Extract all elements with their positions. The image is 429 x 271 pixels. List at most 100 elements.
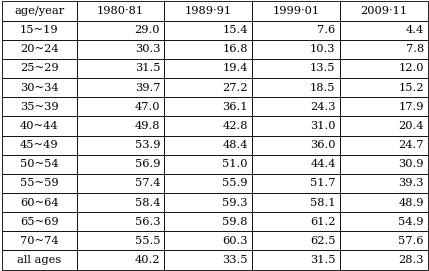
- Bar: [164, 97, 252, 116]
- Text: 61.2: 61.2: [310, 217, 335, 227]
- Bar: [77, 78, 164, 97]
- Text: 10.3: 10.3: [310, 44, 335, 54]
- Text: 31.5: 31.5: [135, 63, 160, 73]
- Text: 65~69: 65~69: [20, 217, 59, 227]
- Bar: [340, 231, 428, 250]
- Bar: [340, 155, 428, 174]
- Text: 50~54: 50~54: [20, 159, 59, 169]
- Text: 31.5: 31.5: [310, 255, 335, 265]
- Bar: [77, 97, 164, 116]
- Bar: [252, 78, 340, 97]
- Bar: [2, 250, 77, 270]
- Text: 15.4: 15.4: [222, 25, 248, 35]
- Text: 40~44: 40~44: [20, 121, 59, 131]
- Bar: [164, 116, 252, 136]
- Bar: [252, 250, 340, 270]
- Text: 27.2: 27.2: [222, 83, 248, 93]
- Bar: [252, 21, 340, 40]
- Text: age/year: age/year: [14, 6, 64, 16]
- Bar: [340, 250, 428, 270]
- Text: 60.3: 60.3: [222, 236, 248, 246]
- Text: 44.4: 44.4: [310, 159, 335, 169]
- Bar: [77, 212, 164, 231]
- Text: 49.8: 49.8: [135, 121, 160, 131]
- Text: 1999·01: 1999·01: [272, 6, 320, 16]
- Text: 58.4: 58.4: [135, 198, 160, 208]
- Text: 42.8: 42.8: [222, 121, 248, 131]
- Bar: [164, 155, 252, 174]
- Bar: [2, 116, 77, 136]
- Text: 56.3: 56.3: [135, 217, 160, 227]
- Text: 25~29: 25~29: [20, 63, 59, 73]
- Text: 30.3: 30.3: [135, 44, 160, 54]
- Text: 40.2: 40.2: [135, 255, 160, 265]
- Text: 59.8: 59.8: [222, 217, 248, 227]
- Bar: [2, 193, 77, 212]
- Bar: [77, 231, 164, 250]
- Bar: [340, 136, 428, 155]
- Text: 15.2: 15.2: [399, 83, 424, 93]
- Bar: [2, 59, 77, 78]
- Text: 48.9: 48.9: [399, 198, 424, 208]
- Bar: [77, 136, 164, 155]
- Text: 60~64: 60~64: [20, 198, 59, 208]
- Text: 19.4: 19.4: [222, 63, 248, 73]
- Text: 15~19: 15~19: [20, 25, 59, 35]
- Text: all ages: all ages: [17, 255, 61, 265]
- Text: 1989·91: 1989·91: [185, 6, 232, 16]
- Bar: [2, 174, 77, 193]
- Bar: [252, 136, 340, 155]
- Text: 54.9: 54.9: [399, 217, 424, 227]
- Bar: [252, 59, 340, 78]
- Text: 51.0: 51.0: [222, 159, 248, 169]
- Text: 39.3: 39.3: [399, 178, 424, 188]
- Text: 18.5: 18.5: [310, 83, 335, 93]
- Bar: [77, 193, 164, 212]
- Bar: [2, 155, 77, 174]
- Text: 45~49: 45~49: [20, 140, 59, 150]
- Bar: [340, 40, 428, 59]
- Text: 57.4: 57.4: [135, 178, 160, 188]
- Bar: [252, 212, 340, 231]
- Text: 55.5: 55.5: [135, 236, 160, 246]
- Text: 17.9: 17.9: [399, 102, 424, 112]
- Text: 1980·81: 1980·81: [97, 6, 144, 16]
- Text: 70~74: 70~74: [20, 236, 59, 246]
- Bar: [77, 1, 164, 21]
- Bar: [340, 1, 428, 21]
- Text: 33.5: 33.5: [222, 255, 248, 265]
- Text: 47.0: 47.0: [135, 102, 160, 112]
- Text: 51.7: 51.7: [310, 178, 335, 188]
- Text: 57.6: 57.6: [399, 236, 424, 246]
- Bar: [164, 59, 252, 78]
- Bar: [340, 78, 428, 97]
- Bar: [164, 231, 252, 250]
- Text: 55~59: 55~59: [20, 178, 59, 188]
- Bar: [164, 40, 252, 59]
- Text: 20~24: 20~24: [20, 44, 59, 54]
- Bar: [77, 59, 164, 78]
- Bar: [2, 1, 77, 21]
- Bar: [2, 136, 77, 155]
- Text: 62.5: 62.5: [310, 236, 335, 246]
- Bar: [252, 174, 340, 193]
- Text: 53.9: 53.9: [135, 140, 160, 150]
- Bar: [252, 116, 340, 136]
- Text: 16.8: 16.8: [222, 44, 248, 54]
- Bar: [164, 174, 252, 193]
- Text: 36.0: 36.0: [310, 140, 335, 150]
- Text: 55.9: 55.9: [222, 178, 248, 188]
- Bar: [164, 21, 252, 40]
- Text: 7.8: 7.8: [405, 44, 424, 54]
- Bar: [164, 250, 252, 270]
- Bar: [164, 212, 252, 231]
- Text: 36.1: 36.1: [222, 102, 248, 112]
- Bar: [164, 78, 252, 97]
- Text: 29.0: 29.0: [135, 25, 160, 35]
- Bar: [252, 193, 340, 212]
- Text: 4.4: 4.4: [405, 25, 424, 35]
- Bar: [2, 40, 77, 59]
- Bar: [77, 21, 164, 40]
- Text: 30~34: 30~34: [20, 83, 59, 93]
- Bar: [77, 174, 164, 193]
